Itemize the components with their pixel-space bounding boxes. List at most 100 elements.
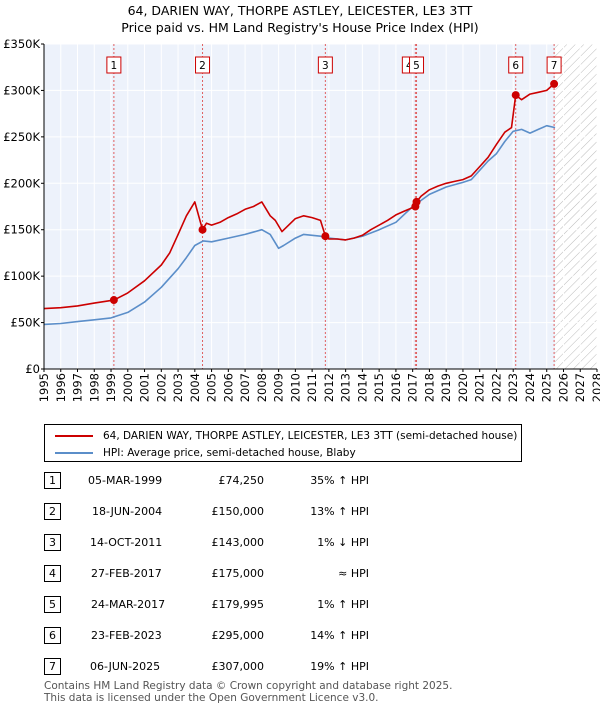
x-tick-label: 2010 xyxy=(288,373,302,402)
sale-date: 14-OCT-2011 xyxy=(90,536,163,549)
sale-number-label: 6 xyxy=(512,60,519,72)
sale-row: 6 23-FEB-2023 £295,000 14% ↑ HPI xyxy=(44,627,564,647)
x-tick-label: 2024 xyxy=(523,373,537,402)
price-chart: £0 £50K £100K £150K £200K £250K £300K £350K 1995… xyxy=(3,37,600,402)
x-tick-label: 2014 xyxy=(355,373,369,402)
sale-number-badge: 1 xyxy=(44,472,61,489)
x-tick-label: 2004 xyxy=(188,373,202,402)
sale-row: 2 18-JUN-2004 £150,000 13% ↑ HPI xyxy=(44,503,564,523)
x-tick-label: 1998 xyxy=(87,373,101,402)
y-tick-label: £100K xyxy=(3,269,40,283)
x-tick-label: 2007 xyxy=(238,373,252,402)
sale-number-badge: 4 xyxy=(44,565,61,582)
sale-row: 3 14-OCT-2011 £143,000 1% ↓ HPI xyxy=(44,534,564,554)
sale-hpi-change: 19% ↑ HPI xyxy=(310,660,369,673)
sale-row: 1 05-MAR-1999 £74,250 35% ↑ HPI xyxy=(44,472,564,492)
sale-hpi-change: ≈ HPI xyxy=(338,567,369,580)
sale-date: 06-JUN-2025 xyxy=(90,660,161,673)
x-tick-label: 2012 xyxy=(322,373,336,402)
sale-hpi-change: 35% ↑ HPI xyxy=(310,474,369,487)
sale-number-box xyxy=(546,56,562,74)
sale-number-badge: 5 xyxy=(44,596,61,613)
sale-point xyxy=(412,197,421,206)
x-tick-label: 2018 xyxy=(422,373,436,402)
x-tick-label: 2002 xyxy=(154,373,168,402)
y-tick-label: £0 xyxy=(25,362,40,376)
x-tick-label: 2023 xyxy=(506,373,520,402)
sale-point xyxy=(550,79,559,88)
x-tick-label: 1996 xyxy=(54,373,68,402)
sale-date: 05-MAR-1999 xyxy=(88,474,163,487)
hpi-line xyxy=(43,124,556,326)
y-tick-label: £200K xyxy=(3,176,40,190)
x-tick-label: 2005 xyxy=(205,373,219,402)
sale-hpi-change: 13% ↑ HPI xyxy=(310,505,369,518)
y-tick-label: £350K xyxy=(3,37,40,51)
legend-item-property: 64, DARIEN WAY, THORPE ASTLEY, LEICESTER… xyxy=(55,428,517,444)
x-tick-label: 2017 xyxy=(406,373,420,402)
x-tick-label: 2003 xyxy=(171,373,185,402)
chart-subtitle: Price paid vs. HM Land Registry's House … xyxy=(121,20,479,35)
legend-hpi-label: HPI: Average price, semi-detached house,… xyxy=(103,447,356,459)
sale-point xyxy=(198,225,207,234)
y-tick-label: £150K xyxy=(3,223,40,237)
x-tick-label: 2009 xyxy=(272,373,286,402)
chart-title: 64, DARIEN WAY, THORPE ASTLEY, LEICESTER… xyxy=(127,3,473,18)
x-tick-label: 2008 xyxy=(255,373,269,402)
property-price-line xyxy=(43,82,558,310)
sale-number-box xyxy=(508,56,524,74)
y-tick-label: £50K xyxy=(11,316,41,330)
sale-number-badge: 2 xyxy=(44,503,61,520)
sale-date: 18-JUN-2004 xyxy=(92,505,163,518)
sale-number-badge: 7 xyxy=(44,658,61,675)
sale-number-box xyxy=(106,56,122,74)
sale-date: 27-FEB-2017 xyxy=(91,567,162,580)
sale-number-label: 5 xyxy=(413,60,420,72)
sale-price: £150,000 xyxy=(211,505,265,518)
sale-point xyxy=(109,296,118,305)
sale-hpi-change: 14% ↑ HPI xyxy=(310,629,369,642)
plot-background xyxy=(44,44,597,369)
footer: Contains HM Land Registry data © Crown c… xyxy=(44,680,452,704)
x-tick-label: 2011 xyxy=(305,373,319,402)
x-tick-label: 2015 xyxy=(372,373,386,402)
legend-item-hpi: HPI: Average price, semi-detached house,… xyxy=(55,445,356,461)
sale-number-badge: 3 xyxy=(44,534,61,551)
sale-price: £74,250 xyxy=(218,474,265,487)
sale-number-label: 3 xyxy=(322,60,329,72)
sale-price: £179,995 xyxy=(211,598,265,611)
sale-number-box xyxy=(195,56,211,74)
sale-number-label: 1 xyxy=(111,60,118,72)
footer-licence: This data is licensed under the Open Gov… xyxy=(44,692,379,704)
x-tick-label: 1997 xyxy=(71,373,85,402)
sale-point xyxy=(511,91,520,100)
property-line-swatch xyxy=(55,435,93,437)
legend-property-label: 64, DARIEN WAY, THORPE ASTLEY, LEICESTER… xyxy=(103,430,518,442)
x-tick-label: 2013 xyxy=(339,373,353,402)
x-tick-label: 2006 xyxy=(221,373,235,402)
footer-copyright: Contains HM Land Registry data © Crown c… xyxy=(44,680,453,692)
sale-number-label: 2 xyxy=(199,60,206,72)
x-tick-label: 2000 xyxy=(121,373,135,402)
y-tick-label: £250K xyxy=(3,130,40,144)
sale-date: 24-MAR-2017 xyxy=(91,598,166,611)
sale-number-label: 7 xyxy=(551,60,558,72)
x-tick-label: 2028 xyxy=(590,373,600,402)
sale-date: 23-FEB-2023 xyxy=(91,629,162,642)
sale-row: 7 06-JUN-2025 £307,000 19% ↑ HPI xyxy=(44,658,564,678)
x-tick-label: 2021 xyxy=(473,373,487,402)
x-tick-label: 2025 xyxy=(540,373,554,402)
sale-price: £307,000 xyxy=(211,660,265,673)
sale-price: £175,000 xyxy=(211,567,265,580)
x-tick-label: 2016 xyxy=(389,373,403,402)
forecast-hatch xyxy=(555,44,597,369)
x-tick-label: 1995 xyxy=(37,373,51,402)
sale-hpi-change: 1% ↓ HPI xyxy=(317,536,369,549)
x-tick-label: 1999 xyxy=(104,373,118,402)
sale-number-box xyxy=(409,56,425,74)
y-tick-label: £300K xyxy=(3,83,40,97)
sale-number-box xyxy=(317,56,333,74)
sale-hpi-change: 1% ↑ HPI xyxy=(317,598,369,611)
legend: 64, DARIEN WAY, THORPE ASTLEY, LEICESTER… xyxy=(44,424,522,462)
x-tick-label: 2001 xyxy=(138,373,152,402)
